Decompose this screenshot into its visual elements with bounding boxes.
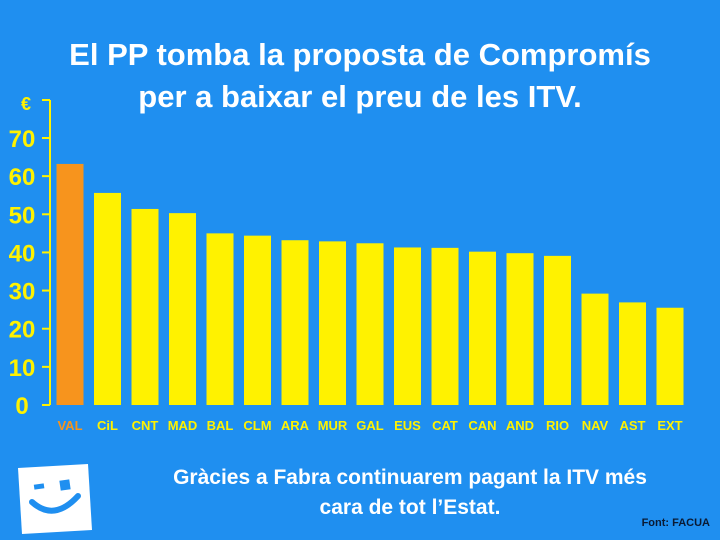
x-label-val: VAL <box>57 418 82 433</box>
y-tick-label: 0 <box>15 393 28 420</box>
bar-mur <box>319 241 346 405</box>
bar-ext <box>656 307 684 405</box>
bar-val <box>56 163 84 405</box>
x-label-ext: EXT <box>657 418 682 433</box>
y-axis: €0 10 20 30 40 50 60 70 <box>9 94 51 420</box>
y-tick-label: 70 <box>9 126 36 153</box>
bar-clm <box>244 235 271 405</box>
smiley-square-icon <box>18 464 92 534</box>
x-label-ara: ARA <box>281 418 310 433</box>
x-label-and: AND <box>506 418 534 433</box>
x-label-mad: MAD <box>168 418 198 433</box>
x-label-eus: EUS <box>394 418 421 433</box>
bar-and <box>506 253 534 405</box>
bar-can <box>469 251 496 405</box>
x-label-can: CAN <box>468 418 496 433</box>
y-tick-label: 20 <box>9 317 36 344</box>
x-axis-labels: VAL CiL CNT MAD BAL CLM ARA MUR GAL EUS CAT CAN AND R… <box>57 418 682 433</box>
x-label-bal: BAL <box>207 418 234 433</box>
x-label-rio: RIO <box>546 418 569 433</box>
y-tick-label: 50 <box>9 202 36 229</box>
x-label-ast: AST <box>620 418 646 433</box>
caption-line-2: cara de tot l’Estat. <box>319 496 501 519</box>
bar-gal <box>356 243 384 405</box>
bar-bal <box>206 233 234 405</box>
chart-title: El PP tomba la proposta de Compromís per… <box>0 34 720 118</box>
bar-eus <box>394 247 421 405</box>
bar-ast <box>619 302 646 405</box>
x-label-cil: CiL <box>97 418 118 433</box>
caption: Gràcies a Fabra continuarem pagant la IT… <box>100 463 720 523</box>
y-tick-label: 60 <box>9 164 36 191</box>
y-axis-unit-label: € <box>21 94 31 114</box>
bar-cat <box>431 247 459 405</box>
y-tick-label: 40 <box>9 240 36 267</box>
x-label-cat: CAT <box>432 418 458 433</box>
title-line-2: per a baixar el preu de les ITV. <box>138 79 582 114</box>
x-label-nav: NAV <box>582 418 609 433</box>
x-label-clm: CLM <box>243 418 271 433</box>
bar-cil <box>94 192 121 405</box>
x-label-gal: GAL <box>356 418 384 433</box>
bar-ara <box>281 240 309 405</box>
bar-mad <box>169 213 196 405</box>
caption-line-1: Gràcies a Fabra continuarem pagant la IT… <box>173 466 647 489</box>
y-tick-label: 30 <box>9 279 36 306</box>
bars <box>56 163 684 405</box>
bar-nav <box>581 293 609 405</box>
y-tick-label: 10 <box>9 355 36 382</box>
source-note: Font: FACUA <box>641 517 710 529</box>
bar-rio <box>544 255 571 405</box>
x-label-cnt: CNT <box>132 418 159 433</box>
x-label-mur: MUR <box>318 418 348 433</box>
bar-cnt <box>131 208 159 405</box>
title-line-1: El PP tomba la proposta de Compromís <box>69 37 651 72</box>
